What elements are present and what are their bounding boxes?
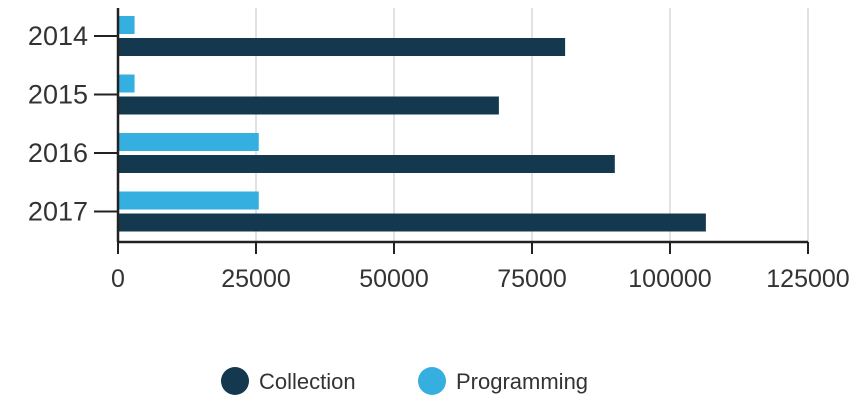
x-tick-label: 125000 [766, 265, 849, 293]
legend-marker-programming [418, 367, 446, 395]
legend-label-collection: Collection [259, 369, 356, 394]
bar-programming-2015 [118, 74, 135, 93]
legend-marker-collection [221, 367, 249, 395]
x-tick-label: 50000 [359, 265, 429, 293]
y-tick-label: 2015 [28, 80, 88, 110]
x-tick-label: 75000 [497, 265, 567, 293]
y-tick-label: 2014 [28, 21, 88, 51]
bars [118, 16, 706, 232]
bar-collection-2015 [118, 96, 499, 115]
x-tick-label: 25000 [221, 265, 291, 293]
y-tick-label: 2017 [28, 197, 88, 227]
x-tick-label: 0 [111, 265, 125, 293]
legend-label-programming: Programming [456, 369, 588, 394]
y-tick-label: 2016 [28, 138, 88, 168]
bar-programming-2017 [118, 191, 259, 210]
bar-programming-2014 [118, 16, 135, 34]
bar-programming-2016 [118, 133, 259, 151]
bar-collection-2014 [118, 38, 566, 56]
axes: 0 25000 50000 75000 100000 125000 2014 2015 2016… [28, 8, 850, 293]
legend: Collection Programming [221, 367, 588, 395]
bar-collection-2016 [118, 155, 615, 173]
bar-collection-2017 [118, 213, 706, 232]
x-tick-label: 100000 [628, 265, 711, 293]
